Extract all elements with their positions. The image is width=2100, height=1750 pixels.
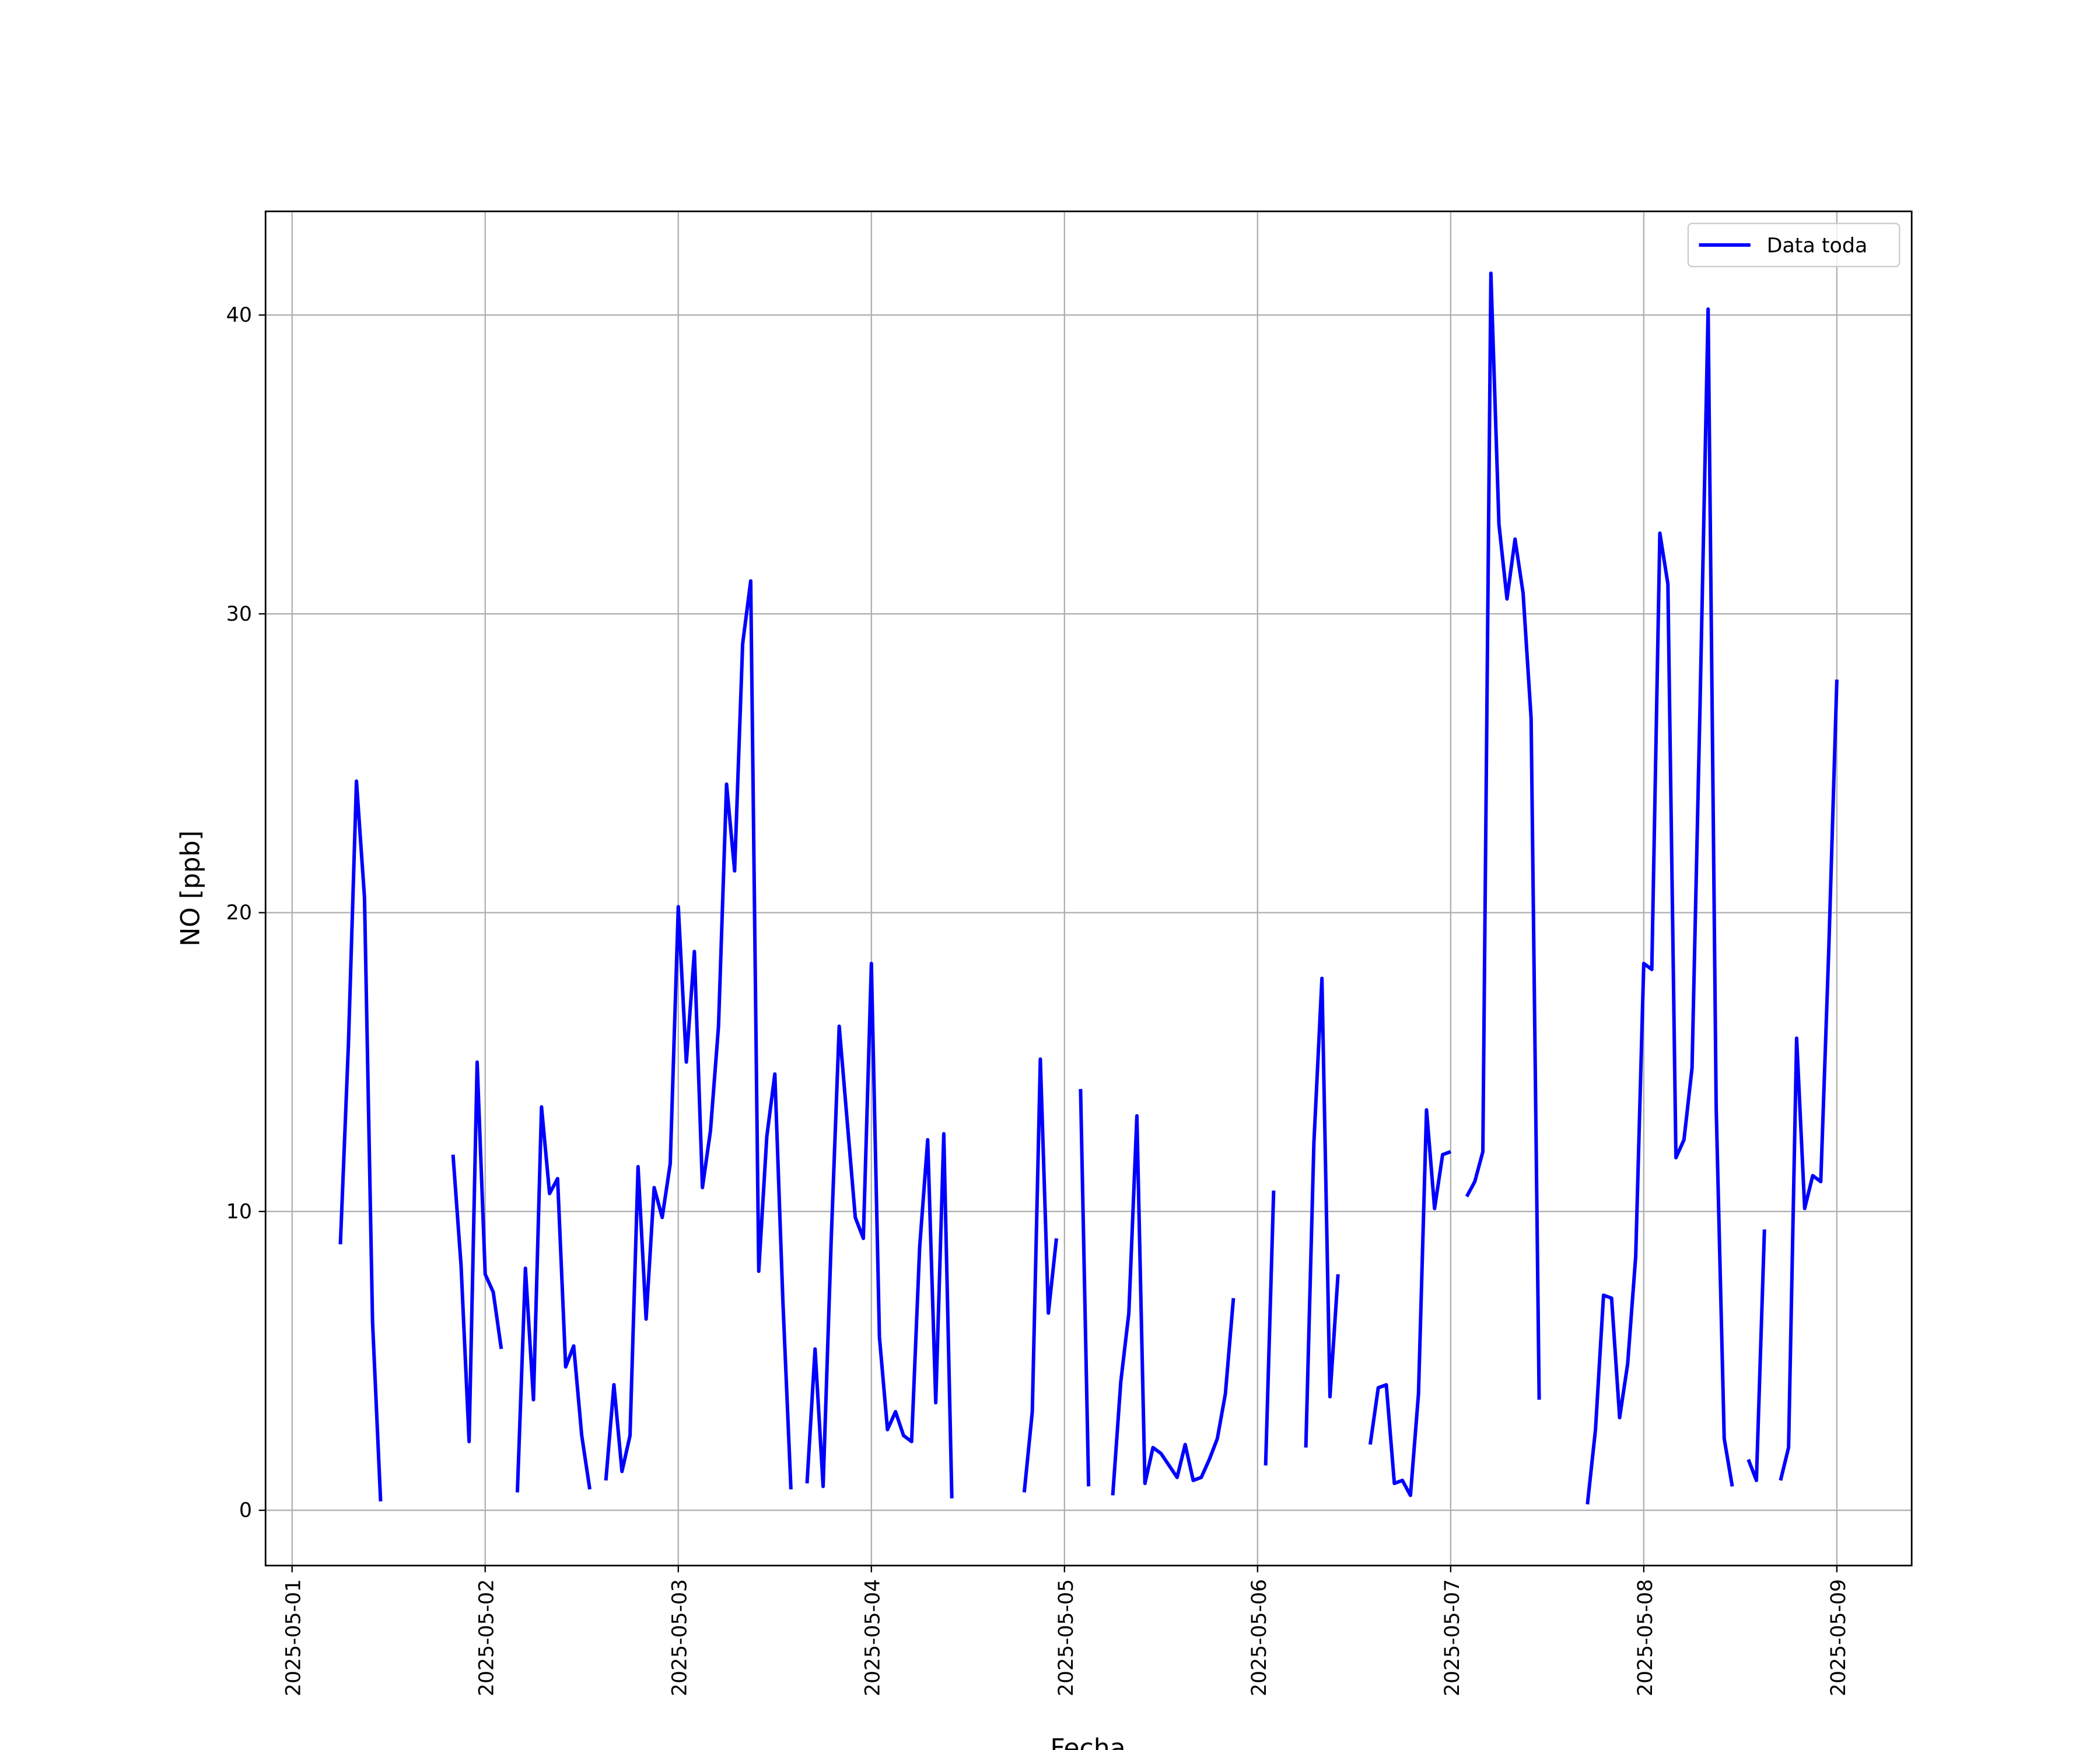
x-tick-label: 2025-05-03	[668, 1579, 692, 1696]
x-tick-label: 2025-05-08	[1634, 1579, 1657, 1696]
x-tick-label: 2025-05-05	[1055, 1579, 1078, 1696]
x-axis-label: Fecha	[1050, 1734, 1125, 1750]
legend-box	[1687, 222, 1901, 268]
x-tick-label: 2025-05-06	[1248, 1579, 1271, 1696]
y-tick-label: 30	[226, 603, 252, 626]
x-tick-label: 2025-05-07	[1441, 1579, 1464, 1696]
plot-frame	[264, 210, 1913, 1567]
legend-label: Data toda	[1767, 235, 1868, 258]
x-tick-label: 2025-05-02	[475, 1579, 499, 1696]
y-axis-label: NO [ppb]	[176, 831, 205, 947]
x-tick-label: 2025-05-09	[1827, 1579, 1850, 1696]
y-tick-label: 0	[239, 1499, 252, 1522]
data-line	[338, 271, 1839, 1505]
x-tick-label: 2025-05-04	[862, 1579, 885, 1696]
y-tick-label: 20	[226, 901, 252, 925]
y-tick-label: 10	[226, 1200, 252, 1223]
y-tick-label: 40	[226, 304, 252, 327]
x-tick-label: 2025-05-01	[282, 1579, 306, 1696]
